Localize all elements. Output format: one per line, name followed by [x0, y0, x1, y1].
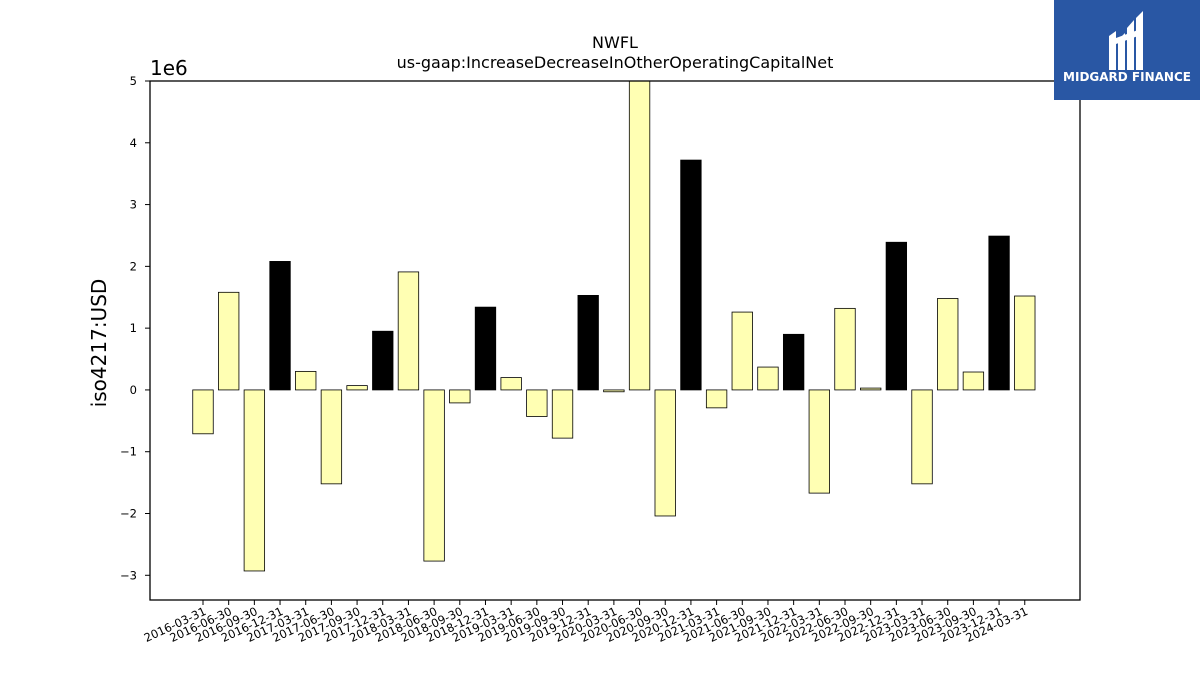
y-axis-scale-label: 1e6 — [150, 56, 188, 80]
bar — [551, 389, 574, 439]
y-tick-label: 1 — [130, 321, 137, 335]
bar — [1014, 295, 1036, 391]
y-tick-label: −2 — [120, 507, 137, 521]
bar — [911, 389, 933, 485]
bar — [731, 311, 753, 391]
bar — [705, 389, 728, 409]
bar — [423, 389, 445, 562]
chart-subtitle: us-gaap:IncreaseDecreaseInOtherOperating… — [397, 53, 834, 72]
y-tick-label: −1 — [120, 445, 137, 459]
bar — [192, 389, 214, 435]
bar — [269, 261, 291, 391]
bar — [218, 291, 240, 391]
chart-title: NWFL — [592, 33, 638, 52]
bar — [474, 306, 497, 391]
bar — [808, 389, 830, 494]
bar — [757, 366, 779, 391]
bar — [654, 389, 676, 517]
bar — [346, 385, 368, 391]
bars-group — [192, 80, 1036, 572]
bar — [885, 241, 908, 391]
logo-mark-icon — [1109, 11, 1143, 70]
bar — [295, 370, 317, 391]
brand-logo: MIDGARD FINANCE — [1054, 0, 1200, 100]
bar — [937, 298, 959, 391]
y-ticks-group: −3 −2 −1 0 1 2 3 4 5 — [120, 74, 150, 582]
bar — [962, 371, 985, 391]
y-tick-label: 5 — [130, 74, 137, 88]
bar — [834, 307, 856, 391]
y-tick-label: 2 — [130, 259, 137, 273]
bar — [500, 377, 522, 391]
bar — [577, 294, 599, 391]
bar — [397, 271, 420, 391]
bar — [372, 330, 394, 391]
y-tick-label: 0 — [130, 383, 137, 397]
bar — [680, 159, 702, 391]
bar — [628, 80, 651, 391]
bar — [860, 387, 882, 391]
bar — [320, 389, 343, 485]
y-tick-label: 4 — [130, 136, 137, 150]
y-tick-label: 3 — [130, 198, 137, 212]
y-axis-label: iso4217:USD — [87, 279, 111, 408]
x-ticks-group: 2016-03-312016-06-302016-09-302016-12-31… — [142, 600, 1030, 645]
plot-frame — [149, 80, 1081, 601]
bar — [526, 389, 548, 417]
bar — [782, 333, 805, 391]
bar — [449, 389, 471, 404]
bar — [603, 389, 625, 393]
bar — [988, 235, 1010, 391]
y-tick-label: −3 — [120, 568, 137, 582]
bar — [243, 389, 266, 572]
logo-text: MIDGARD FINANCE — [1063, 70, 1191, 84]
